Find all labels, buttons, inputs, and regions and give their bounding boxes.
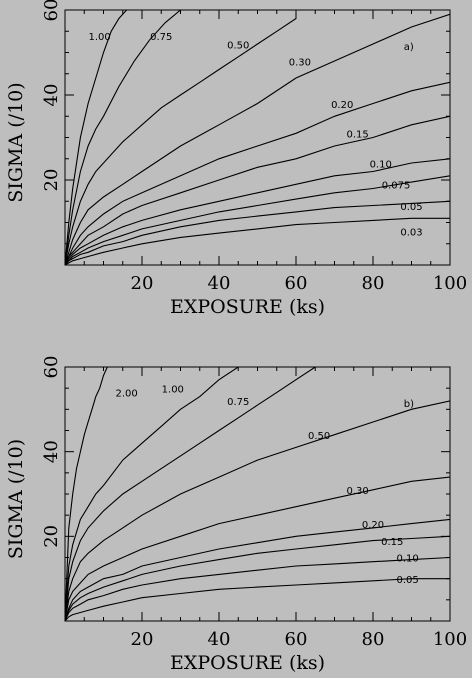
series-line [65, 400, 450, 621]
series-line [65, 367, 316, 621]
y-tick-label: 60 [41, 356, 62, 379]
curve-label: 0.50 [227, 40, 249, 51]
curve-label: 0.10 [397, 554, 419, 565]
curves-group [65, 367, 450, 621]
curve-label: 0.10 [370, 159, 392, 170]
x-tick-label: 40 [208, 629, 231, 650]
x-tick-label: 100 [433, 273, 467, 294]
x-tick-label: 20 [131, 629, 154, 650]
y-tick-label: 40 [41, 84, 62, 107]
x-tick-label: 20 [131, 273, 154, 294]
curve-label: 0.75 [227, 397, 249, 408]
x-tick-label: 60 [285, 629, 308, 650]
y-tick-label: 60 [41, 0, 62, 21]
curve-label: 1.00 [162, 384, 184, 395]
curve-label: 0.075 [382, 181, 411, 192]
series-line [65, 175, 450, 265]
y-axis-title: SIGMA (/10) [5, 82, 27, 202]
curve-label: 0.15 [381, 537, 403, 548]
x-tick-label: 100 [433, 629, 467, 650]
series-line [65, 158, 450, 265]
panel-tag: b) [404, 399, 414, 410]
curve-label: 0.30 [289, 57, 311, 68]
curves-group [65, 10, 450, 265]
curve-label: 0.50 [308, 431, 330, 442]
series-line [65, 10, 181, 265]
curve-label: 0.05 [397, 575, 419, 586]
curve-label: 0.20 [331, 100, 353, 111]
curve-label: 0.20 [362, 520, 384, 531]
curve-label: 1.00 [89, 32, 111, 43]
y-axis-title: SIGMA (/10) [5, 439, 27, 559]
series-line [65, 13, 450, 265]
x-axis-title: EXPOSURE (ks) [170, 652, 325, 674]
x-tick-label: 80 [362, 273, 385, 294]
x-tick-label: 40 [208, 273, 231, 294]
series-line [65, 535, 450, 621]
y-tick-label: 20 [41, 525, 62, 548]
series-line [65, 200, 450, 265]
series-line [65, 367, 108, 621]
series-line [65, 217, 450, 265]
series-line [65, 10, 128, 265]
curve-label: 0.15 [346, 130, 368, 141]
x-tick-label: 60 [285, 273, 308, 294]
y-tick-label: 20 [41, 169, 62, 192]
curve-label: 0.30 [346, 486, 368, 497]
series-line [65, 115, 450, 265]
series-line [65, 18, 297, 265]
curve-label: 0.75 [150, 32, 172, 43]
curve-label: 0.03 [400, 227, 422, 238]
x-tick-label: 80 [362, 629, 385, 650]
series-line [65, 367, 239, 621]
series-line [65, 556, 450, 621]
panel-tag: a) [404, 42, 414, 53]
series-line [65, 81, 450, 265]
series-line [65, 578, 450, 621]
y-tick-label: 40 [41, 440, 62, 463]
curve-label: 0.05 [400, 202, 422, 213]
curve-label: 2.00 [115, 389, 137, 400]
x-axis-title: EXPOSURE (ks) [170, 296, 325, 318]
series-line [65, 476, 450, 621]
series-line [65, 518, 450, 621]
